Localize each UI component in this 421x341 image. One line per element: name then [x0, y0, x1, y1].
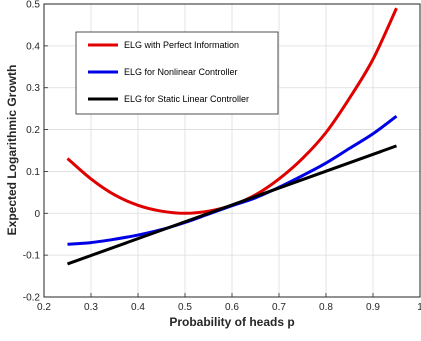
- axis-ticks: 0.2 0.3 0.4 0.5 0.6 0.7 0.8 0.9 1 -0.2 -0.1 0 0.1 0.2…: [23, 0, 421, 313]
- x-tick-label: 0.8: [319, 302, 333, 313]
- x-tick-label: 0.2: [37, 302, 51, 313]
- legend-label-elg-for-nonlinear-controller: ELG for Nonlinear Controller: [124, 67, 238, 77]
- series-line-elg-for-static-linear-controller: [66, 144, 398, 266]
- y-axis-label: Expected Logarithmic Growth: [5, 65, 19, 236]
- y-tick-label: 0.2: [26, 125, 40, 136]
- legend: ELG with Perfect Information ELG for Nonl…: [75, 31, 279, 115]
- x-tick-label: 0.4: [131, 302, 145, 313]
- legend-label-elg-with-perfect-information: ELG with Perfect Information: [124, 40, 239, 50]
- x-tick-label: 0.9: [366, 302, 380, 313]
- x-axis-label: Probability of heads p: [169, 315, 294, 329]
- y-tick-label: 0.1: [26, 167, 40, 178]
- y-tick-label: -0.1: [23, 251, 41, 262]
- x-tick-label: 0.5: [178, 302, 192, 313]
- y-tick-label: -0.2: [23, 293, 41, 304]
- x-tick-label: 1: [417, 302, 421, 313]
- x-tick-label: 0.6: [225, 302, 239, 313]
- y-tick-label: 0.5: [26, 0, 40, 11]
- legend-label-elg-for-static-linear-controller: ELG for Static Linear Controller: [124, 94, 249, 104]
- y-tick-label: 0.4: [26, 41, 40, 52]
- x-tick-label: 0.3: [84, 302, 98, 313]
- y-tick-label: 0: [34, 209, 40, 220]
- y-tick-label: 0.3: [26, 83, 40, 94]
- series-lines: [66, 7, 398, 266]
- x-tick-label: 0.7: [272, 302, 286, 313]
